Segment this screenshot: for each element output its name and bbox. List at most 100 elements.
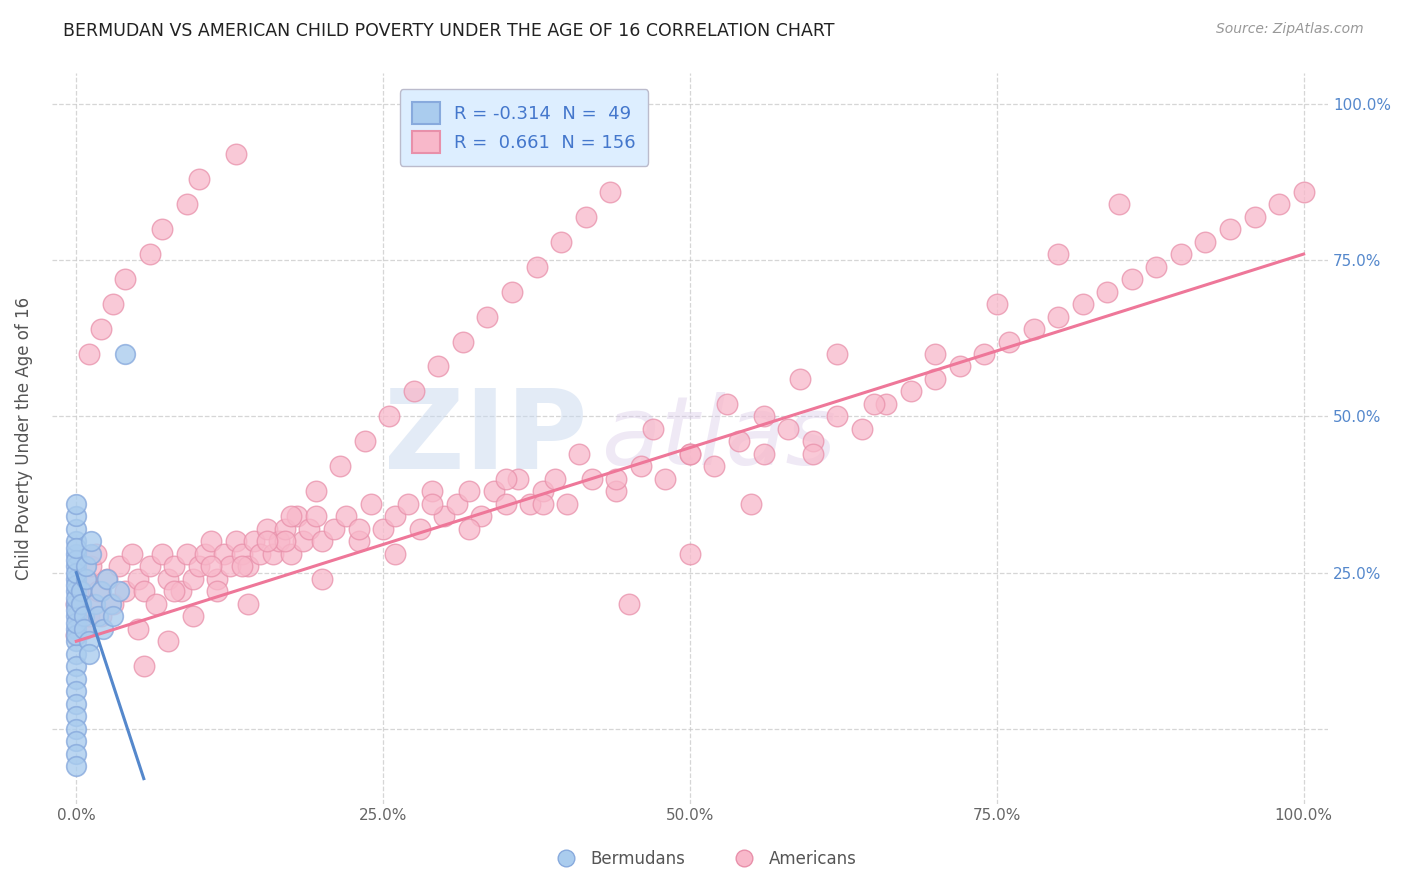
Point [65,559,87,574]
Point [378,409,401,424]
Point [243,534,266,549]
Point [231,547,253,561]
Point [90,584,112,599]
Point [526,260,548,274]
Point [200,534,222,549]
Point [446,497,468,511]
Point [420,497,443,511]
Point [181,609,204,624]
Point [568,447,591,461]
Point [949,359,972,374]
Point [801,434,824,449]
Point [851,422,873,436]
Y-axis label: Child Poverty Under the Age of 16: Child Poverty Under the Age of 16 [15,297,32,580]
Point [285,509,308,524]
Point [139,559,162,574]
Point [65,709,87,723]
Point [280,547,302,561]
Point [384,509,406,524]
Legend: Bermudans, Americans: Bermudans, Americans [543,844,863,875]
Point [65,759,87,773]
Point [575,210,598,224]
Point [212,547,235,561]
Point [605,484,627,499]
Point [65,597,87,611]
Point [65,684,87,698]
Point [617,597,640,611]
Point [396,497,419,511]
Point [65,597,87,611]
Point [96,572,118,586]
Point [986,297,1008,311]
Point [200,559,222,574]
Point [323,522,346,536]
Point [236,597,259,611]
Text: Source: ZipAtlas.com: Source: ZipAtlas.com [1216,22,1364,37]
Point [274,534,297,549]
Point [139,247,162,261]
Point [825,409,848,424]
Point [87,609,110,624]
Point [1047,247,1070,261]
Point [65,566,87,580]
Point [900,384,922,399]
Point [605,472,627,486]
Point [679,447,702,461]
Point [77,634,100,648]
Point [458,484,481,499]
Point [65,553,87,567]
Point [716,397,738,411]
Point [262,547,284,561]
Point [150,222,173,236]
Point [654,472,676,486]
Point [1194,235,1216,249]
Point [65,697,87,711]
Point [101,297,124,311]
Point [427,359,450,374]
Point [801,447,824,461]
Point [65,615,87,630]
Point [108,559,131,574]
Point [65,628,87,642]
Point [163,559,186,574]
Point [347,534,370,549]
Point [65,547,87,561]
Point [1219,222,1241,236]
Point [188,559,211,574]
Point [924,347,946,361]
Point [231,559,253,574]
Point [304,484,326,499]
Point [70,584,93,599]
Point [280,509,302,524]
Point [101,597,124,611]
Point [508,472,530,486]
Point [73,622,96,636]
Point [752,409,775,424]
Point [150,547,173,561]
Point [311,572,333,586]
Point [65,734,87,748]
Point [65,578,87,592]
Point [311,534,333,549]
Point [1022,322,1045,336]
Point [353,434,375,449]
Point [329,459,352,474]
Point [218,559,240,574]
Point [77,647,100,661]
Point [225,534,247,549]
Point [188,172,211,186]
Point [451,334,474,349]
Point [1144,260,1167,274]
Point [531,497,554,511]
Point [100,597,122,611]
Point [65,541,87,555]
Point [274,522,297,536]
Point [1071,297,1094,311]
Point [157,634,180,648]
Point [875,397,897,411]
Point [65,722,87,736]
Point [65,591,87,605]
Text: atlas: atlas [600,392,835,484]
Point [703,459,725,474]
Point [65,628,87,642]
